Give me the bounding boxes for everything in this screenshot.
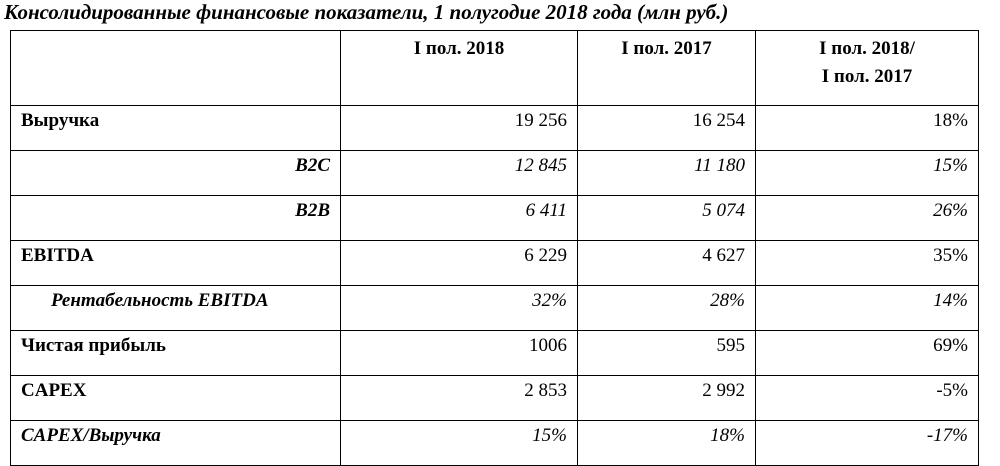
row-label: Выручка [10,105,341,151]
value-cell: 15% [340,420,578,466]
value-cell: 2 992 [577,375,756,421]
value-cell: 26% [755,195,979,241]
value-cell: 16 254 [577,105,756,151]
header-cell [10,30,341,106]
header-row: I пол. 2018 I пол. 2017 I пол. 2018/ I пол… [10,30,979,106]
value-cell: 11 180 [577,150,756,196]
value-cell: 28% [577,285,756,331]
header-cell: I пол. 2018/ I пол. 2017 [755,30,979,106]
value-cell: 4 627 [577,240,756,286]
value-cell: 18% [577,420,756,466]
row-label: EBITDA [10,240,341,286]
row-label: Чистая прибыль [10,330,341,376]
header-cell: I пол. 2017 [577,30,756,106]
value-cell: 12 845 [340,150,578,196]
table-row: Рентабельность EBITDA 32% 28% 14% [10,285,979,331]
row-label: CAPEX/Выручка [10,420,341,466]
value-cell: 1006 [340,330,578,376]
financial-table: I пол. 2018 I пол. 2017 I пол. 2018/ I пол… [10,30,979,466]
table-row: B2B 6 411 5 074 26% [10,195,979,241]
value-cell: -5% [755,375,979,421]
title: Консолидированные финансовые показатели,… [4,0,729,24]
header-cell: I пол. 2018 [340,30,578,106]
value-cell: 5 074 [577,195,756,241]
value-cell: 19 256 [340,105,578,151]
table-row: Выручка 19 256 16 254 18% [10,105,979,151]
table-row: EBITDA 6 229 4 627 35% [10,240,979,286]
value-cell: 2 853 [340,375,578,421]
value-cell: 35% [755,240,979,286]
row-label: B2C [10,150,341,196]
value-cell: 69% [755,330,979,376]
table-row: CAPEX 2 853 2 992 -5% [10,375,979,421]
row-label: B2B [10,195,341,241]
value-cell: 15% [755,150,979,196]
value-cell: 6 229 [340,240,578,286]
table-row: Чистая прибыль 1006 595 69% [10,330,979,376]
value-cell: 595 [577,330,756,376]
table-row: CAPEX/Выручка 15% 18% -17% [10,420,979,466]
value-cell: 14% [755,285,979,331]
value-cell: 32% [340,285,578,331]
value-cell: 6 411 [340,195,578,241]
value-cell: -17% [755,420,979,466]
row-label: Рентабельность EBITDA [10,285,341,331]
table-row: B2C 12 845 11 180 15% [10,150,979,196]
row-label: CAPEX [10,375,341,421]
value-cell: 18% [755,105,979,151]
